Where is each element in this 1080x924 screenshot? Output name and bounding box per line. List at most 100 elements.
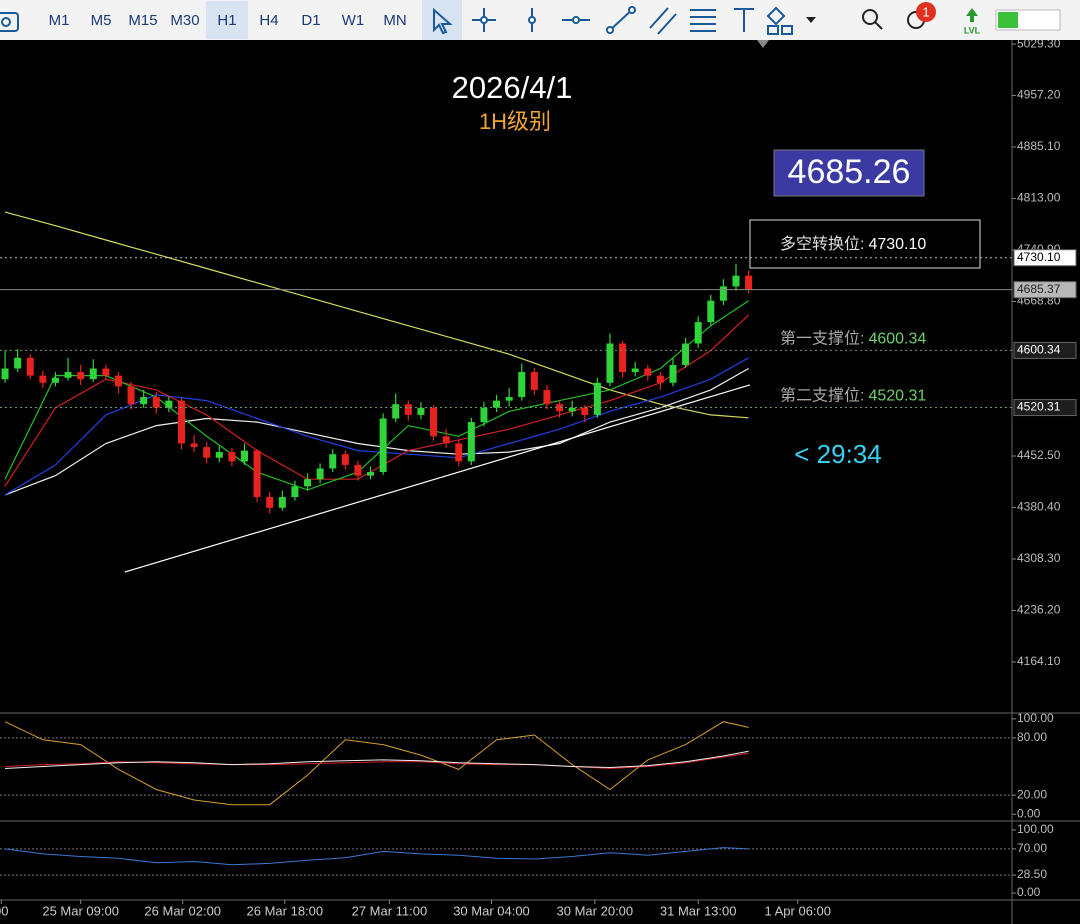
candle-body <box>341 454 349 465</box>
chart-subtitle: 1H级别 <box>479 109 551 134</box>
level-box <box>749 219 981 269</box>
candle-body <box>64 372 72 378</box>
y-tick-label: 4885.10 <box>1017 139 1061 153</box>
candle-body <box>530 372 538 390</box>
candle-body <box>190 443 198 448</box>
level-caption: 第一支撑位: 4600.34 <box>780 330 926 348</box>
candle-body <box>127 386 135 405</box>
candle-body <box>719 286 727 301</box>
candle-body <box>631 368 639 373</box>
candle-body <box>581 407 589 415</box>
candle-body <box>354 464 362 476</box>
candle-body <box>253 450 261 498</box>
level-caption: 多空转换位: 4730.10 <box>780 235 926 253</box>
candle-body <box>745 275 753 290</box>
x-tick-label: 27 Mar 11:00 <box>352 903 428 918</box>
candle-body <box>430 407 438 437</box>
candle-body <box>51 377 59 383</box>
timeframe-button[interactable]: H1 <box>206 1 248 39</box>
timeframe-button[interactable]: D1 <box>301 11 321 29</box>
y-tick-label: 4380.40 <box>1017 500 1061 514</box>
candle-body <box>543 389 551 405</box>
candle-body <box>14 357 22 369</box>
y-tick-label: 20.00 <box>1017 787 1047 801</box>
candle-body <box>556 404 564 412</box>
candle-body <box>26 357 34 376</box>
candle-body <box>367 472 375 476</box>
tool-icons[interactable]: 1 LVL <box>422 0 1062 40</box>
candle-body <box>203 447 211 458</box>
candle-body <box>240 450 248 462</box>
x-tick-label: 1 Apr 06:00 <box>765 903 832 918</box>
timeframe-button[interactable]: MN <box>383 11 407 29</box>
level-tag <box>1013 341 1077 359</box>
timeframe-button[interactable]: M15 <box>128 11 158 29</box>
candle-body <box>467 422 475 462</box>
x-tick-label: 00 <box>0 903 8 918</box>
candle-body <box>140 397 148 405</box>
y-tick-label: 4813.00 <box>1017 191 1061 205</box>
candle-body <box>89 368 97 380</box>
candle-body <box>152 397 160 408</box>
candle-body <box>455 443 463 462</box>
candle-body <box>707 300 715 323</box>
x-tick-label: 26 Mar 02:00 <box>144 903 221 918</box>
candle-body <box>480 407 488 423</box>
x-tick-label: 31 Mar 13:00 <box>660 903 737 918</box>
y-tick-label: 100.00 <box>1017 822 1054 836</box>
candle-body <box>114 375 122 387</box>
camera-icon[interactable] <box>0 5 22 35</box>
line <box>4 211 749 419</box>
candle-body <box>568 407 576 412</box>
level-tag-label: 4685.37 <box>1017 282 1061 296</box>
line <box>4 847 749 866</box>
plot-area <box>0 211 1012 876</box>
candle-body <box>417 407 425 415</box>
candle-body <box>316 468 324 480</box>
timeframe-button[interactable]: W1 <box>341 11 365 29</box>
chart-area: 2026/4/1 1H级别 4685.26 < 29:34 5029.30 495… <box>0 40 1080 924</box>
toolbar: M1 M5 M15 M30 H1 H4 D1 W1 MN 1 LVL <box>0 0 1080 41</box>
candle-body <box>291 486 299 498</box>
candle-body <box>682 343 690 365</box>
candle-body <box>593 382 601 415</box>
candle-body <box>518 372 526 398</box>
level-caption-value: 4520.31 <box>868 388 926 405</box>
line <box>4 721 749 806</box>
candle-body <box>228 452 236 462</box>
price-box-text: 4685.26 <box>788 153 911 191</box>
timeframe-button[interactable]: M30 <box>170 11 200 29</box>
candle-body <box>278 497 286 508</box>
level-tag <box>1013 281 1077 299</box>
candle-body <box>493 400 501 408</box>
timeframe-button[interactable]: M5 <box>90 11 112 29</box>
y-tick-label: 4236.20 <box>1017 603 1061 617</box>
level-tag <box>1013 399 1077 417</box>
timeframe-button[interactable]: M1 <box>48 11 70 29</box>
candle-body <box>669 364 677 383</box>
x-tick-label: 30 Mar 20:00 <box>557 903 634 918</box>
marker <box>757 40 769 48</box>
chart-title: 2026/4/1 <box>452 70 573 105</box>
line <box>124 384 751 573</box>
candle-body <box>392 404 400 419</box>
candle-body <box>732 275 740 287</box>
candle-body <box>656 375 664 383</box>
countdown: < 29:34 <box>794 439 881 469</box>
candle-body <box>644 368 652 376</box>
level-tag <box>1013 249 1077 267</box>
line <box>4 750 749 769</box>
y-tick-label: 4452.50 <box>1017 448 1061 462</box>
candle-body <box>505 397 513 401</box>
level-caption-text: 第二支撑位: <box>780 387 864 405</box>
x-tick-label: 25 Mar 09:00 <box>42 903 119 918</box>
timeframe-button[interactable]: H4 <box>259 11 279 29</box>
level-caption: 第二支撑位: 4520.31 <box>780 387 926 405</box>
candle-body <box>694 322 702 344</box>
candle-body <box>329 454 337 469</box>
candle-body <box>215 452 223 458</box>
y-tick-label: 4957.20 <box>1017 88 1061 102</box>
candle-body <box>39 375 47 383</box>
x-tick-label: 26 Mar 18:00 <box>247 903 324 918</box>
